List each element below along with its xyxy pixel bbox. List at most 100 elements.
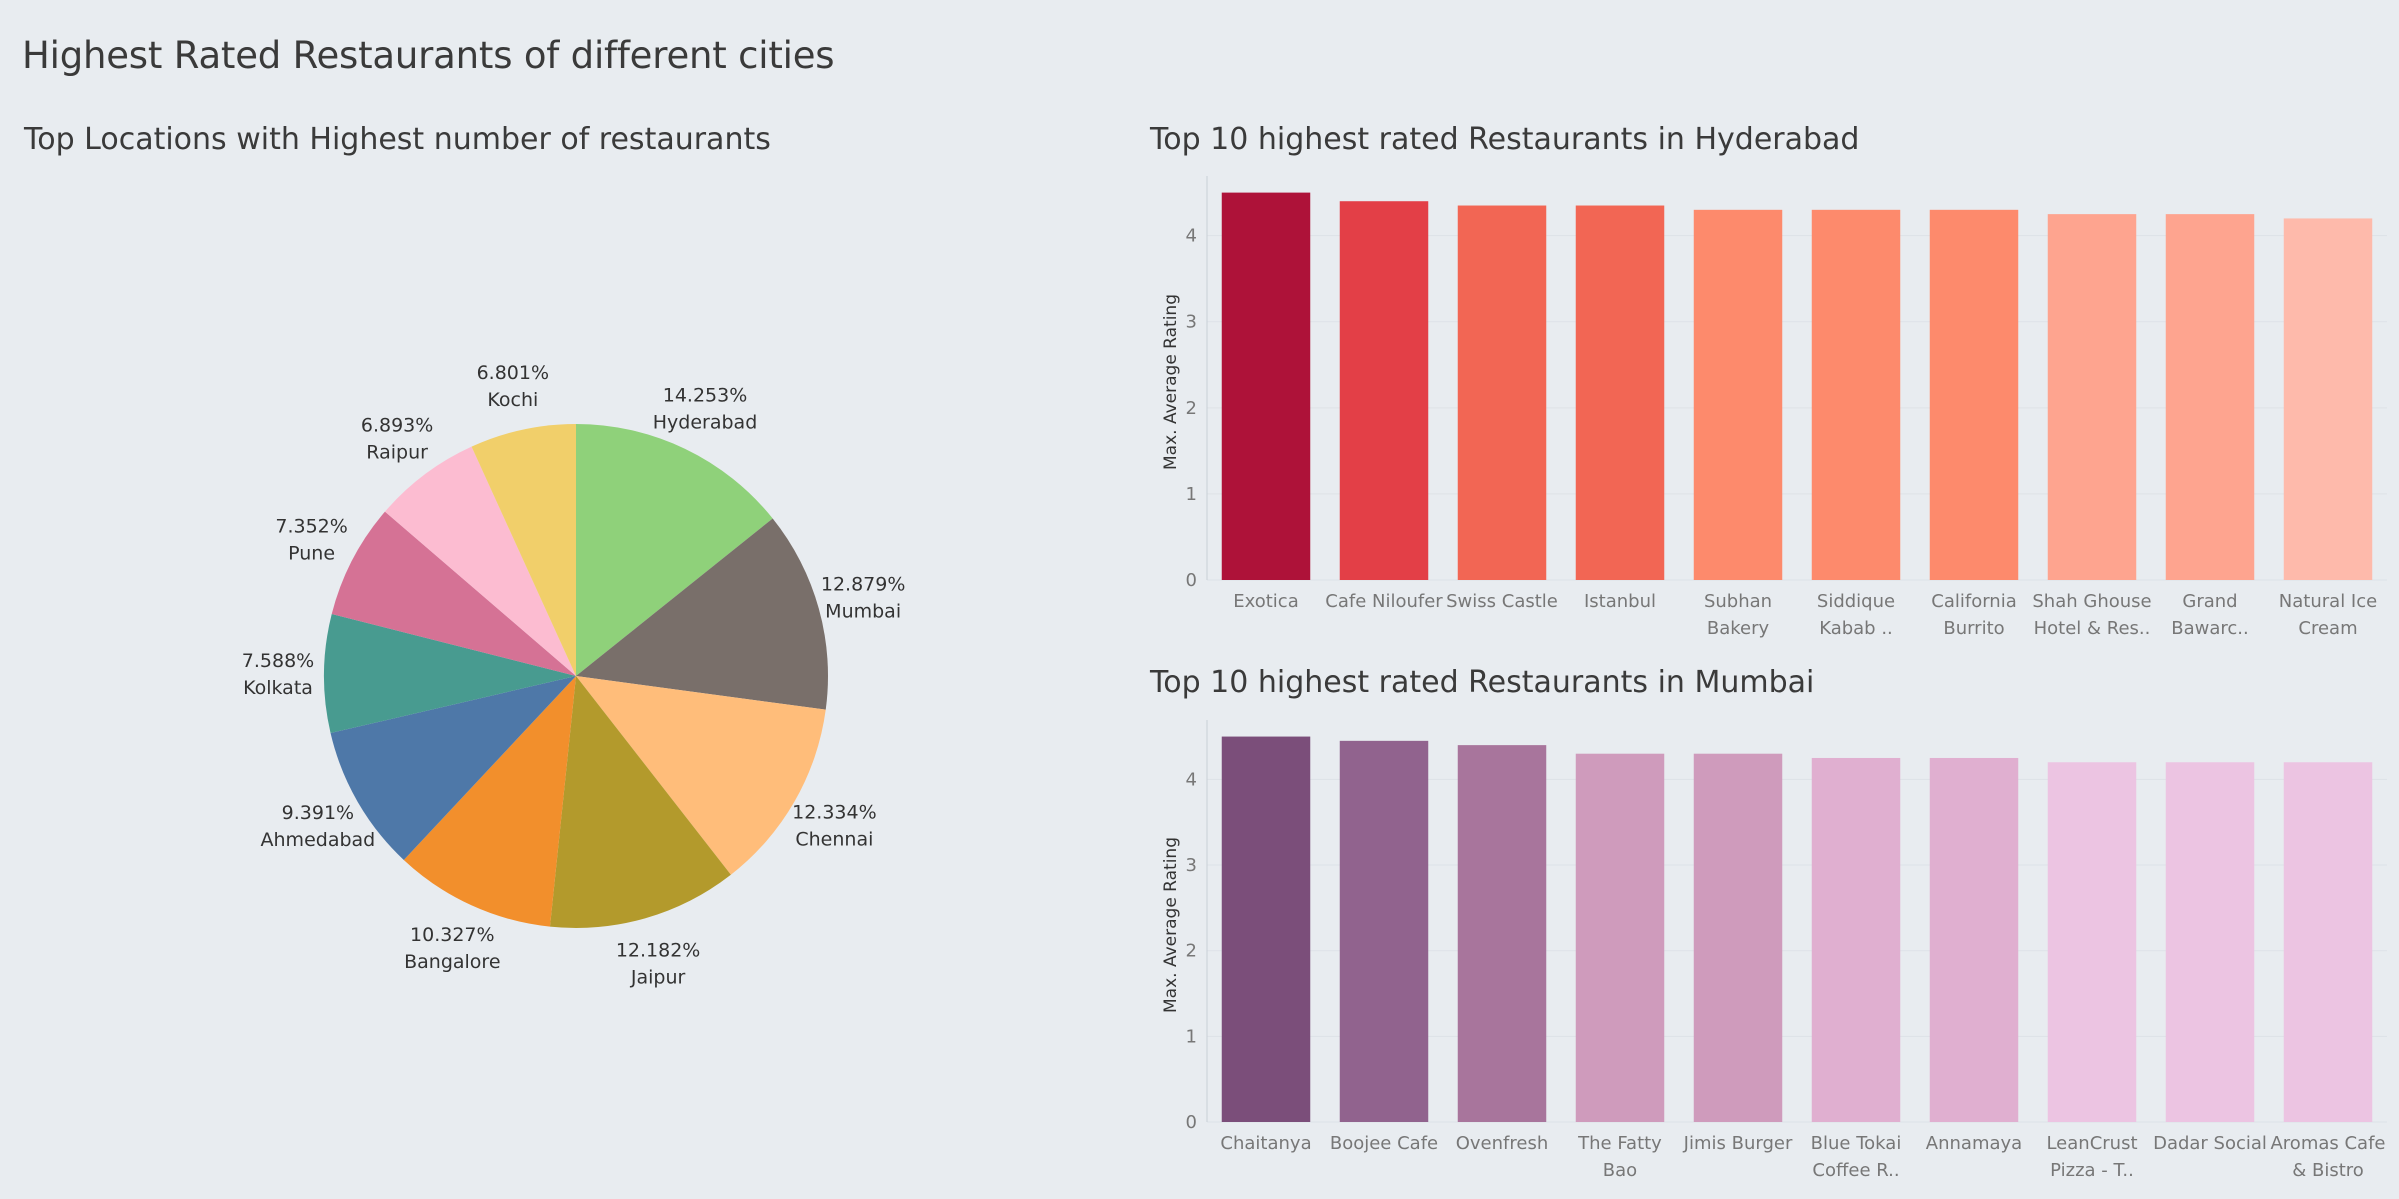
x-category-label: California xyxy=(1931,591,2016,612)
pie-category-label: Ahmedabad xyxy=(261,829,376,851)
pie-category-label: Kochi xyxy=(487,389,538,411)
mumbai-bar[interactable] xyxy=(1339,740,1429,1122)
hyderabad-bar[interactable] xyxy=(2165,214,2255,580)
hyderabad-bar[interactable] xyxy=(1575,205,1665,581)
mumbai-bar[interactable] xyxy=(1221,736,1311,1122)
mumbai-bar[interactable] xyxy=(1929,757,2019,1122)
x-category-label: Jimis Burger xyxy=(1683,1133,1793,1154)
mumbai-bar[interactable] xyxy=(1811,757,1901,1122)
mumbai-bar-chart: 0 1 2 3 4 Max. Average Rating Chaitanya Boojee … xyxy=(1161,720,2387,1181)
hyderabad-bar[interactable] xyxy=(1339,201,1429,580)
y-tick-label: 0 xyxy=(1186,570,1197,591)
y-tick-label: 1 xyxy=(1186,1026,1197,1047)
pie-category-label: Bangalore xyxy=(404,951,500,973)
hyderabad-bar[interactable] xyxy=(1457,205,1547,581)
hyderabad-bar[interactable] xyxy=(1221,192,1311,580)
x-category-label: Burrito xyxy=(1943,618,2004,639)
y-axis-title: Max. Average Rating xyxy=(1161,837,1181,1013)
pie-value-label: 9.391% xyxy=(282,802,354,824)
pie-value-label: 6.893% xyxy=(361,415,433,437)
y-axis-title: Max. Average Rating xyxy=(1161,294,1181,470)
hyderabad-chart-title: Top 10 highest rated Restaurants in Hyde… xyxy=(1150,122,1860,157)
x-category-label: Pizza - T.. xyxy=(2050,1160,2134,1181)
mumbai-bar[interactable] xyxy=(1575,753,1665,1122)
pie-category-label: Pune xyxy=(288,543,335,565)
x-category-label: Istanbul xyxy=(1584,591,1656,612)
pie-slice-kochi[interactable] xyxy=(471,424,576,676)
x-category-label: Aromas Cafe xyxy=(2270,1133,2385,1154)
x-category-label: Annamaya xyxy=(1926,1133,2022,1154)
x-category-label: Bawarc.. xyxy=(2171,618,2248,639)
y-tick-label: 3 xyxy=(1186,855,1197,876)
x-category-label: Shah Ghouse xyxy=(2032,591,2151,612)
x-category-label: Grand xyxy=(2182,591,2237,612)
pie-category-label: Kolkata xyxy=(243,677,313,699)
pie-value-label: 12.182% xyxy=(616,939,701,961)
pie-value-label: 12.334% xyxy=(792,801,877,823)
pie-value-label: 7.588% xyxy=(242,650,314,672)
y-tick-label: 2 xyxy=(1186,941,1197,962)
x-category-label: LeanCrust xyxy=(2046,1133,2137,1154)
x-category-label: Blue Tokai xyxy=(1811,1133,1902,1154)
mumbai-chart-title: Top 10 highest rated Restaurants in Mumb… xyxy=(1150,665,1815,700)
pie-value-label: 6.801% xyxy=(477,362,549,384)
pie-slice-hyderabad[interactable] xyxy=(576,424,773,676)
x-category-label: Subhan xyxy=(1704,591,1772,612)
x-category-label: Chaitanya xyxy=(1220,1133,1311,1154)
hyderabad-bar-chart: 0 1 2 3 4 Max. Average Rating Exotica Cafe Nilo… xyxy=(1161,176,2387,639)
x-category-label: Ovenfresh xyxy=(1456,1133,1549,1154)
y-tick-label: 4 xyxy=(1186,769,1197,790)
y-tick-label: 2 xyxy=(1186,398,1197,419)
mumbai-bar[interactable] xyxy=(2283,762,2373,1122)
pie-slice-kolkata[interactable] xyxy=(324,614,576,734)
mumbai-bar[interactable] xyxy=(2047,762,2137,1122)
x-category-label: Boojee Cafe xyxy=(1330,1133,1438,1154)
hyderabad-bar[interactable] xyxy=(1693,209,1783,580)
pie-value-label: 14.253% xyxy=(663,384,748,406)
pie-slice-chennai[interactable] xyxy=(576,676,826,875)
x-category-label: The Fatty xyxy=(1577,1133,1662,1154)
pie-category-label: Mumbai xyxy=(825,600,901,622)
pie-category-label: Jaipur xyxy=(630,966,686,988)
pie-slice-jaipur[interactable] xyxy=(549,676,731,928)
pie-chart: 14.253% Hyderabad 12.879% Mumbai 12.334% Chen… xyxy=(242,362,906,989)
x-category-label: Dadar Social xyxy=(2153,1133,2267,1154)
x-category-label: Coffee R.. xyxy=(1812,1160,1899,1181)
hyderabad-bar[interactable] xyxy=(1811,209,1901,580)
x-category-label: Bakery xyxy=(1707,618,1770,639)
pie-value-label: 7.352% xyxy=(275,516,347,538)
x-category-label: Hotel & Res.. xyxy=(2034,618,2151,639)
y-tick-label: 1 xyxy=(1186,484,1197,505)
x-category-label: Siddique xyxy=(1817,591,1895,612)
x-category-label: & Bistro xyxy=(2292,1160,2364,1181)
pie-slice-raipur[interactable] xyxy=(384,446,576,676)
x-category-label: Cafe Niloufer xyxy=(1325,591,1443,612)
pie-slice-bangalore[interactable] xyxy=(403,676,576,927)
x-category-label: Natural Ice xyxy=(2279,591,2377,612)
pie-slice-pune[interactable] xyxy=(331,511,576,676)
x-category-label: Exotica xyxy=(1233,591,1298,612)
y-tick-label: 0 xyxy=(1186,1112,1197,1133)
pie-slice-ahmedabad[interactable] xyxy=(330,676,576,860)
hyderabad-bar[interactable] xyxy=(2047,214,2137,580)
x-category-label: Cream xyxy=(2298,618,2357,639)
mumbai-bar[interactable] xyxy=(1693,753,1783,1122)
pie-category-label: Hyderabad xyxy=(653,411,758,433)
hyderabad-bar[interactable] xyxy=(1929,209,2019,580)
pie-category-label: Raipur xyxy=(366,442,428,464)
pie-value-label: 10.327% xyxy=(410,924,495,946)
hyderabad-bar[interactable] xyxy=(2283,218,2373,580)
x-category-label: Swiss Castle xyxy=(1446,591,1558,612)
y-tick-label: 3 xyxy=(1186,312,1197,333)
pie-category-label: Chennai xyxy=(795,828,873,850)
mumbai-bar[interactable] xyxy=(2165,762,2255,1122)
dashboard-title: Highest Rated Restaurants of different c… xyxy=(22,34,835,77)
pie-chart-title: Top Locations with Highest number of res… xyxy=(24,122,771,157)
x-category-label: Bao xyxy=(1603,1160,1637,1181)
mumbai-bar[interactable] xyxy=(1457,745,1547,1122)
x-category-label: Kabab .. xyxy=(1819,618,1893,639)
pie-value-label: 12.879% xyxy=(821,573,906,595)
y-tick-label: 4 xyxy=(1186,226,1197,247)
pie-slice-mumbai[interactable] xyxy=(576,518,828,710)
